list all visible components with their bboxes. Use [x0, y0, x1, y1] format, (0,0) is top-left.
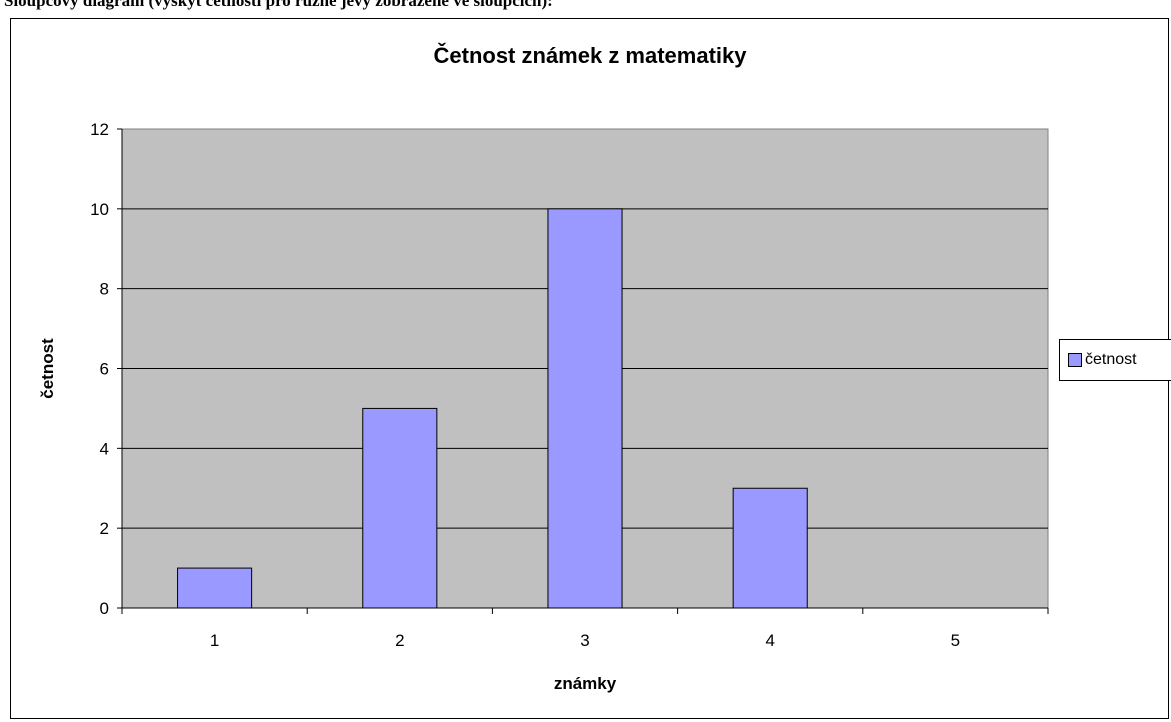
bar-4	[732, 487, 808, 609]
x-tick-label-3: 3	[580, 631, 589, 650]
bar-3	[547, 208, 623, 609]
y-tick-label-0: 0	[100, 599, 109, 618]
y-tick-label-10: 10	[90, 200, 109, 219]
x-tick-label-4: 4	[765, 631, 774, 650]
legend-label: četnost	[1085, 351, 1137, 368]
y-tick-label-8: 8	[100, 280, 109, 299]
chart-title: Četnost známek z matematiky	[434, 43, 748, 68]
y-tick-label-12: 12	[90, 120, 109, 139]
x-axis-label: známky	[554, 674, 617, 693]
x-tick-label-2: 2	[395, 631, 404, 650]
legend-swatch-icon	[1068, 353, 1082, 367]
bar-2	[362, 407, 438, 609]
y-tick-label-2: 2	[100, 519, 109, 538]
y-tick-label-6: 6	[100, 360, 109, 379]
y-tick-label-4: 4	[100, 439, 109, 458]
page-heading-text: Sloupcový diagram (výskyt četností pro r…	[4, 0, 553, 10]
bar-1	[177, 567, 253, 609]
y-axis-label: četnost	[38, 338, 57, 399]
chart-legend: četnost	[1059, 339, 1171, 381]
x-tick-label-5: 5	[951, 631, 960, 650]
x-tick-label-1: 1	[210, 631, 219, 650]
